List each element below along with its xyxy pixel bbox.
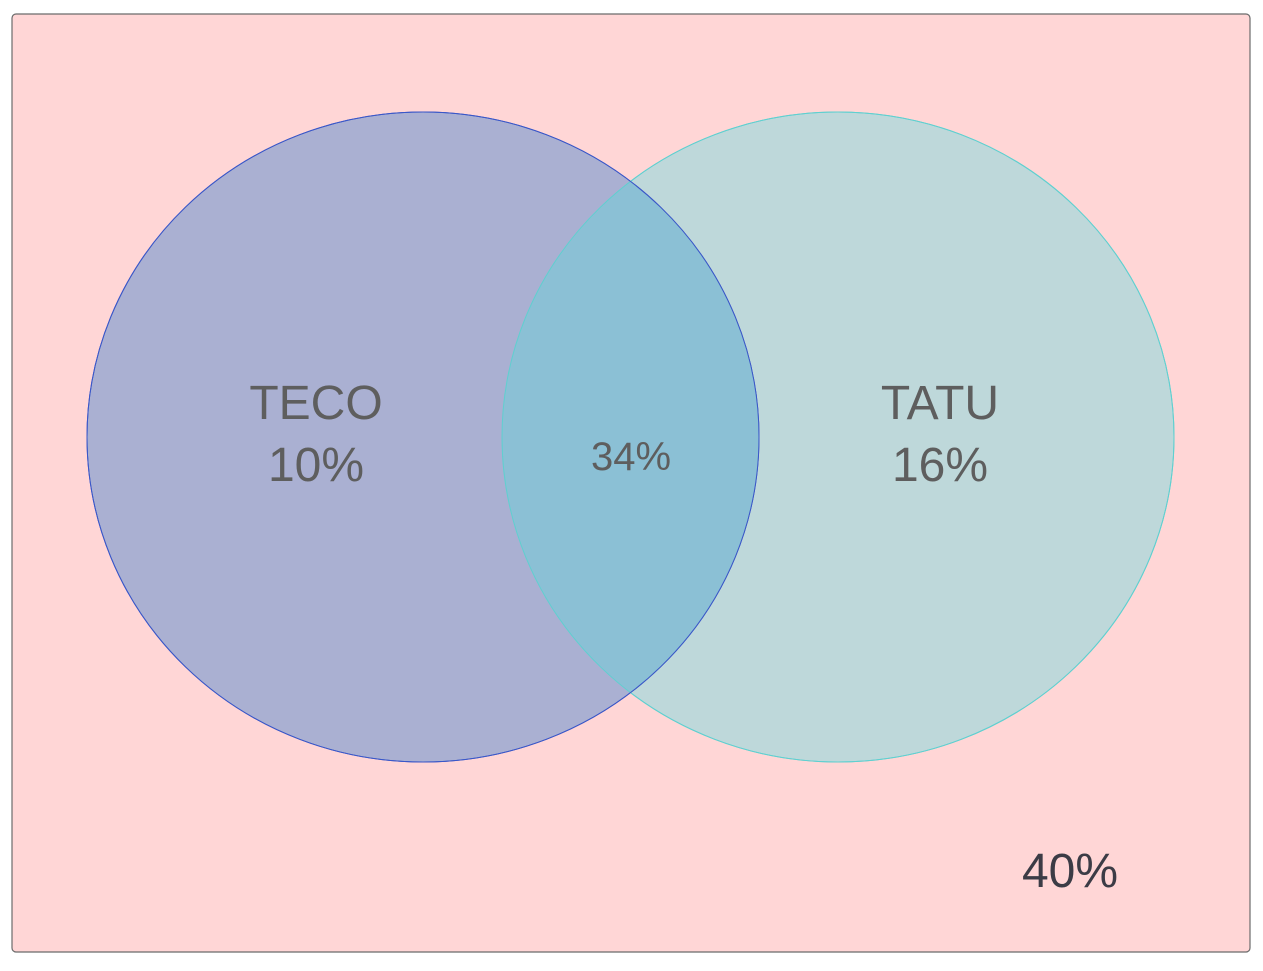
intersection-value: 34% [591,435,671,479]
tatu-set-name: TATU [881,377,999,430]
outside-value: 40% [1022,845,1118,898]
intersection-region [502,112,759,762]
teco-circle-outline [86,111,760,763]
tatu-only-value: 16% [892,439,988,492]
tatu-circle-outline [501,111,1175,763]
teco-only-value: 10% [268,439,364,492]
teco-set-name: TECO [249,377,382,430]
